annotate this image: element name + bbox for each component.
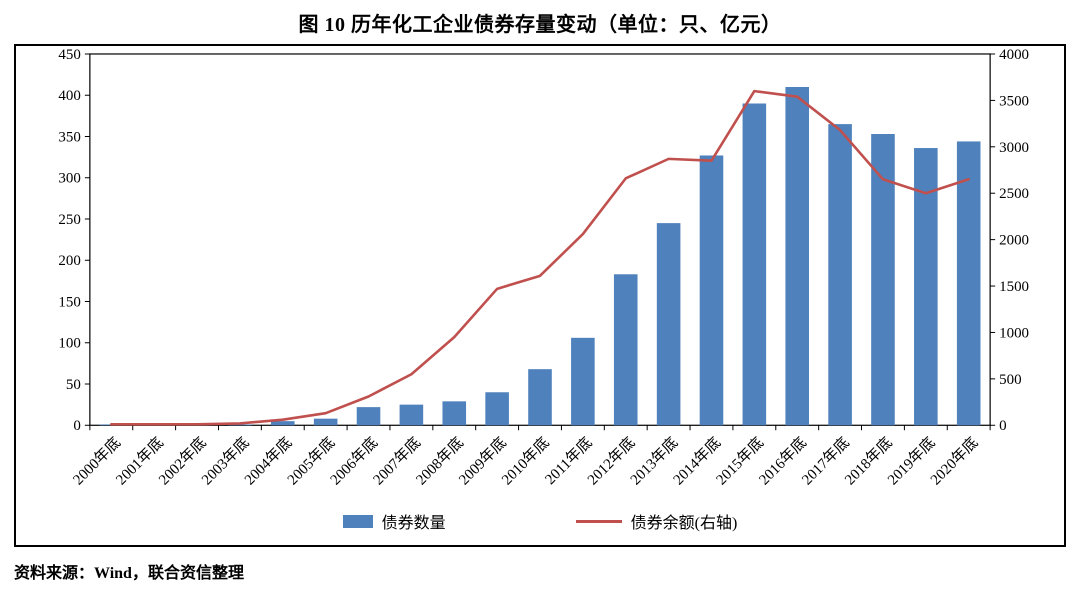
legend-label-bond-balance: 债券余额(右轴) bbox=[630, 515, 738, 533]
bond-count-bar bbox=[356, 407, 381, 426]
bond-count-bar bbox=[956, 141, 981, 426]
right-axis-label: 4000 bbox=[999, 47, 1029, 63]
bond-count-bar bbox=[699, 155, 724, 426]
line-series-swatch bbox=[575, 519, 622, 523]
legend-item-bond-count: 债券数量 bbox=[342, 509, 446, 533]
bond-count-bar bbox=[571, 337, 595, 426]
bond-count-bar bbox=[399, 404, 424, 426]
bond-count-bar bbox=[914, 148, 938, 426]
bond-balance-line bbox=[110, 89, 970, 426]
right-axis-label: 2000 bbox=[999, 233, 1029, 249]
left-axis-label: 400 bbox=[58, 88, 80, 104]
left-axis-label: 50 bbox=[66, 377, 81, 393]
left-axis-label: 0 bbox=[73, 418, 80, 434]
bond-count-bar bbox=[270, 421, 295, 426]
bond-count-bar bbox=[528, 369, 552, 426]
bond-count-bar bbox=[828, 124, 852, 426]
right-axis-label: 1000 bbox=[999, 325, 1029, 341]
bond-count-bar bbox=[656, 223, 681, 426]
chart-frame: 0 50 100 150 200 250 300 350 400 450 0 500 1000 1500 2… bbox=[14, 44, 1066, 548]
bar-line-chart: 0 50 100 150 200 250 300 350 400 450 0 500 1000 1500 2… bbox=[58, 47, 1029, 488]
bond-count-bar bbox=[313, 418, 338, 426]
left-axis-label: 250 bbox=[58, 212, 80, 228]
x-axis-category-label: 2020年底 bbox=[927, 434, 981, 488]
right-axis-label: 500 bbox=[999, 372, 1021, 388]
right-axis-label: 3000 bbox=[999, 140, 1029, 156]
left-axis-label: 300 bbox=[58, 171, 80, 187]
legend-label-bond-count: 债券数量 bbox=[381, 515, 446, 533]
bond-count-bar bbox=[442, 401, 467, 426]
right-axis-label: 1500 bbox=[999, 279, 1029, 295]
bond-count-bar bbox=[785, 86, 810, 426]
chart-legend: 债券数量 债券余额(右轴) bbox=[16, 509, 1064, 545]
bar-series-swatch bbox=[342, 514, 373, 528]
left-axis-label: 150 bbox=[58, 294, 80, 310]
right-axis-label: 2500 bbox=[999, 186, 1029, 202]
left-axis-label: 200 bbox=[58, 253, 80, 269]
chart-title: 图 10 历年化工企业债券存量变动（单位：只、亿元） bbox=[298, 14, 782, 36]
left-axis-label: 450 bbox=[58, 47, 80, 63]
source-note: 资料来源：Wind，联合资信整理 bbox=[14, 565, 244, 583]
bond-count-bar bbox=[485, 392, 509, 426]
legend-item-bond-balance: 债券余额(右轴) bbox=[575, 509, 738, 533]
left-axis-label: 100 bbox=[58, 336, 80, 352]
right-axis-label: 3500 bbox=[999, 93, 1029, 109]
bond-count-bar bbox=[871, 134, 895, 426]
left-axis-label: 350 bbox=[58, 129, 80, 145]
bond-count-bar bbox=[613, 274, 638, 426]
right-axis-label: 0 bbox=[999, 418, 1006, 434]
bond-count-bar bbox=[228, 424, 252, 426]
bond-count-bar bbox=[742, 103, 767, 426]
